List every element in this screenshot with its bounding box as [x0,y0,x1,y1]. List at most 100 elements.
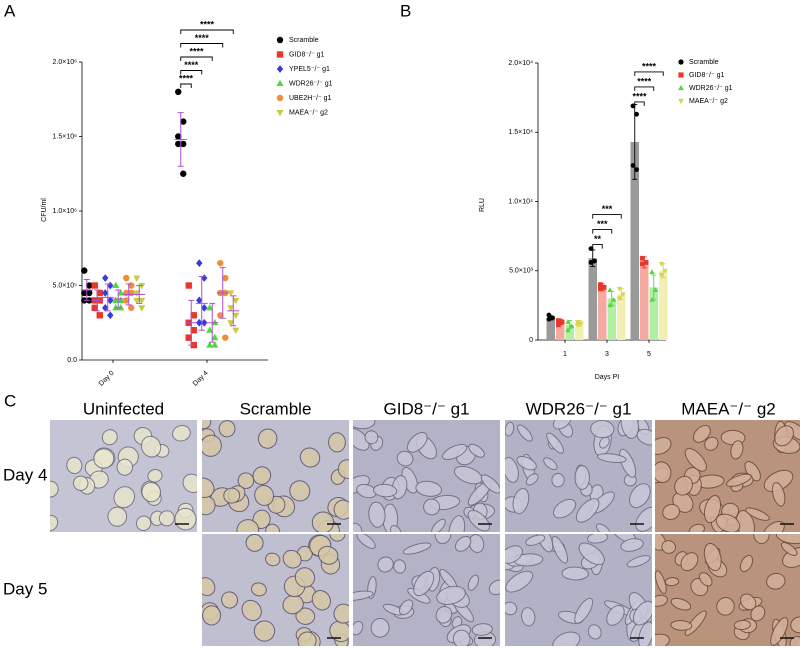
cell [377,556,394,573]
cell [606,604,625,626]
error-bar [125,283,132,306]
cell [574,465,590,491]
data-point [217,259,224,267]
data-point [556,322,561,328]
cell [587,624,602,640]
significance-label: **** [179,73,194,83]
cell [753,534,770,545]
data-point [175,133,182,140]
significance-label: **** [184,60,199,70]
cell [684,610,707,636]
y-axis-title: CFU/ml [41,198,48,222]
cell [655,633,670,646]
data-point [175,88,182,96]
cell [329,620,349,643]
data-point [630,103,636,109]
cell [364,430,379,445]
legend-marker [678,59,684,65]
cell [353,620,364,636]
cell [629,483,651,509]
cell [698,572,713,587]
data-point [607,302,613,308]
cell [505,457,519,483]
legend-marker [678,72,684,78]
data-point [196,318,203,327]
data-point [588,246,594,251]
column-header: Uninfected [83,399,164,418]
legend-marker [276,36,284,44]
panel-letter: C [4,391,16,410]
cell [467,509,491,532]
data-point [658,261,665,267]
legend-marker [276,109,284,117]
cell [250,582,267,597]
cell [245,534,264,552]
data-point [196,259,203,267]
data-point [138,305,146,312]
data-point [102,289,109,297]
data-point [232,297,240,305]
error-bar [136,285,143,304]
bar [607,298,616,340]
cell [141,482,162,503]
data-point [201,318,208,327]
cell [50,514,59,532]
bar [659,270,668,340]
data-point [86,282,93,289]
cell [488,579,500,596]
data-point [190,312,197,319]
data-point [112,296,120,303]
cell [662,503,681,520]
significance-bracket [634,101,645,106]
micrograph [202,420,349,532]
bar [598,287,607,340]
data-point [640,261,645,267]
cell [552,498,577,519]
cell [661,540,676,554]
cell [452,629,471,646]
data-point [91,282,98,289]
micrograph [50,420,197,532]
y-tick-label: 0 [529,337,533,344]
data-point [112,304,120,311]
cell [552,420,572,430]
cell [626,555,651,568]
cell [101,429,118,446]
cell [436,585,466,605]
bar [649,287,658,340]
data-point [634,111,639,117]
legend-label: UBE2H⁻/⁻ g1 [289,95,332,102]
cell [704,436,719,451]
data-point [227,305,235,312]
cell [703,495,722,524]
y-tick-label: 1.5×10⁴ [508,129,533,136]
cell [546,432,564,454]
significance-label: *** [602,204,613,214]
data-point [232,327,240,335]
cell [116,458,134,476]
data-point [592,258,597,264]
micrograph [505,420,652,532]
data-point [607,287,613,293]
data-point [217,312,224,319]
data-point [565,327,571,333]
error-bar [209,302,216,343]
cell [517,424,533,442]
cell [516,456,537,471]
data-point [133,290,141,297]
cell [202,605,222,626]
cell [356,534,376,549]
cell [750,605,766,622]
cell [664,577,680,587]
cell [512,488,530,515]
x-tick-label: 5 [647,351,651,358]
cell [353,522,363,532]
cell [789,636,800,646]
data-point [102,274,109,282]
data-point [578,321,584,327]
data-point [206,341,214,348]
legend-marker [276,51,284,58]
column-header: Scramble [240,399,312,418]
data-point [634,167,639,173]
cell [525,534,546,546]
